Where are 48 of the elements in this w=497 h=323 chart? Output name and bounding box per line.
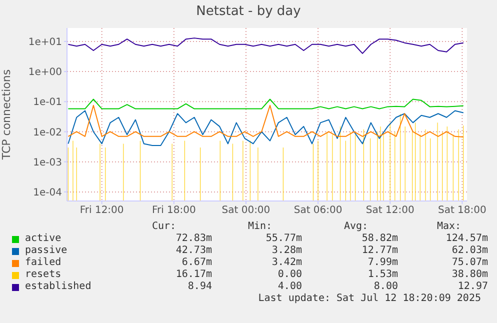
text: 42.73m <box>174 245 212 257</box>
text: 72.83m <box>174 233 212 245</box>
text: 3.42m <box>270 257 303 269</box>
text: 0.00 <box>276 269 303 281</box>
line-series <box>68 104 464 138</box>
x-tick-label: Sat 12:00 <box>366 205 414 216</box>
text: 38.80m <box>450 269 489 281</box>
text: 75.07m <box>450 257 489 269</box>
y-tick-label: 1e-04 <box>33 187 62 198</box>
text: 7.99m <box>366 257 399 269</box>
text: 3.28m <box>270 245 303 257</box>
text: 12.97 <box>456 281 489 293</box>
line-series <box>68 110 464 146</box>
text: Min: <box>246 221 274 233</box>
text: 16.17m <box>174 269 212 281</box>
text: 6.67m <box>180 257 212 269</box>
text: 8.94 <box>186 281 212 293</box>
x-tick-label: Sat 06:00 <box>294 205 342 216</box>
legend-label: established <box>25 281 92 293</box>
y-tick-label: 1e-03 <box>33 157 62 168</box>
text: Avg: <box>342 221 370 233</box>
text: 58.82m <box>360 233 399 245</box>
line-series <box>68 38 464 54</box>
y-tick-label: 1e-02 <box>33 127 62 138</box>
y-tick-label: 1e-01 <box>33 97 62 108</box>
x-tick-label: Fri 18:00 <box>152 205 196 216</box>
legend-label: resets <box>25 269 62 281</box>
text: 1.53m <box>366 269 399 281</box>
x-tick-label: Sat 18:00 <box>438 205 486 216</box>
chart-title: Netstat - by day <box>195 3 302 21</box>
text: 12.77m <box>360 245 399 257</box>
x-tick-label: Fri 12:00 <box>80 205 124 216</box>
text: 55.77m <box>264 233 303 245</box>
text: 62.03m <box>450 245 489 257</box>
line-series <box>68 98 464 110</box>
y-axis-title: TCP connections <box>0 69 13 161</box>
legend-label: passive <box>25 245 68 257</box>
text: 124.57m <box>444 233 489 245</box>
text: 8.00 <box>372 281 399 293</box>
legend-label: failed <box>25 257 62 269</box>
text: Last update: Sat Jul 12 18:20:09 2025 <box>257 293 482 305</box>
x-tick-label: Sat 00:00 <box>222 205 270 216</box>
text: Max: <box>436 221 462 233</box>
y-tick-label: 1e+01 <box>28 37 62 48</box>
y-tick-label: 1e+00 <box>28 67 62 78</box>
legend-label: active <box>25 233 62 245</box>
text: Cur: <box>152 221 176 233</box>
text: 4.00 <box>276 281 303 293</box>
